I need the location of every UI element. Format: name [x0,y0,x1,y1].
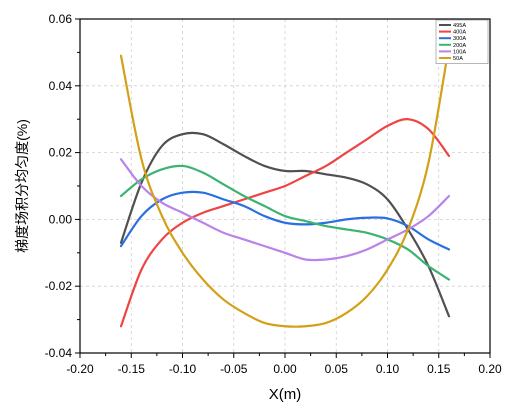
y-tick-label: 0.06 [49,12,73,26]
series-line-50A [119,44,451,328]
series-line-200A [119,164,451,281]
legend-label-100A: 100A [453,49,466,55]
series-line-400A [119,118,451,328]
y-tick-label: -0.02 [45,279,73,293]
x-tick-label: -0.10 [169,362,197,376]
legend-label-400A: 400A [453,30,466,36]
x-axis-label: X(m) [269,386,302,403]
x-tick-label: 0.10 [376,362,400,376]
x-tick-label: 0.00 [273,362,297,376]
x-tick-label: -0.15 [118,362,146,376]
y-axis-label: 梯度场积分均匀度(%) [14,119,30,253]
x-tick-label: -0.05 [220,362,248,376]
series-line-300A [119,190,451,251]
y-tick-label: 0.02 [49,146,73,160]
legend-label-200A: 200A [453,43,466,49]
series-line-100A [119,158,451,262]
legend-label-300A: 300A [453,36,466,42]
legend-label-50A: 50A [453,56,463,62]
x-tick-label: 0.05 [325,362,349,376]
series-lines [119,44,451,328]
legend-label-495A: 495A [453,23,466,29]
x-tick-label: 0.20 [478,362,502,376]
y-tick-label: 0.00 [49,212,73,226]
axis-ticks: -0.20 -0.15 -0.10 -0.05 0.00 0.05 0.10 0.15 0.20… [45,12,502,376]
x-tick-label: -0.20 [66,362,94,376]
series-line-495A [119,131,451,318]
legend-box [435,19,489,64]
y-tick-label: 0.04 [49,79,73,93]
y-tick-label: -0.04 [45,346,73,360]
x-tick-label: 0.15 [427,362,451,376]
